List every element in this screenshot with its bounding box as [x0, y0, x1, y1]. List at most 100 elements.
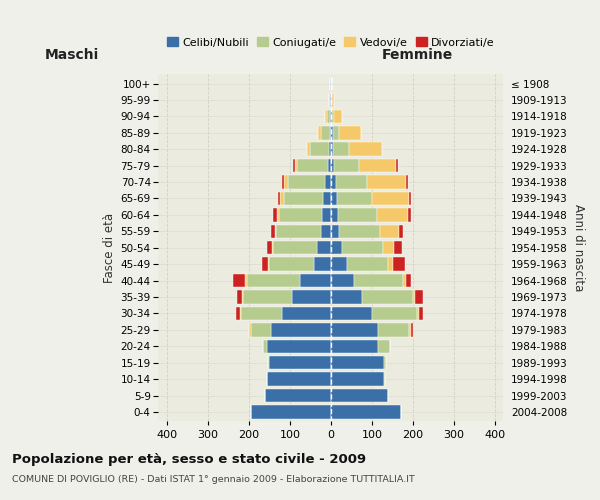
- Bar: [333, 142, 349, 156]
- Bar: [331, 405, 401, 418]
- Bar: [279, 208, 322, 222]
- Bar: [276, 224, 321, 238]
- Bar: [267, 372, 331, 386]
- Bar: [288, 176, 325, 189]
- Bar: [331, 372, 385, 386]
- Bar: [280, 192, 284, 205]
- Bar: [265, 389, 331, 402]
- Text: Femmine: Femmine: [382, 48, 453, 62]
- Bar: [267, 241, 272, 254]
- Bar: [331, 356, 385, 370]
- Bar: [331, 290, 362, 304]
- Bar: [328, 159, 331, 172]
- Bar: [409, 323, 411, 336]
- Bar: [247, 274, 300, 287]
- Bar: [359, 159, 396, 172]
- Bar: [317, 241, 331, 254]
- Bar: [392, 258, 405, 271]
- Bar: [417, 306, 419, 320]
- Bar: [323, 192, 331, 205]
- Bar: [331, 274, 353, 287]
- Bar: [413, 290, 415, 304]
- Bar: [274, 241, 317, 254]
- Bar: [403, 274, 406, 287]
- Bar: [406, 176, 408, 189]
- Bar: [419, 306, 422, 320]
- Legend: Celibi/Nubili, Coniugati/e, Vedovi/e, Divorziati/e: Celibi/Nubili, Coniugati/e, Vedovi/e, Di…: [165, 35, 497, 50]
- Bar: [310, 142, 329, 156]
- Bar: [325, 110, 327, 123]
- Bar: [331, 306, 372, 320]
- Bar: [380, 224, 398, 238]
- Bar: [292, 290, 331, 304]
- Bar: [338, 208, 377, 222]
- Bar: [408, 208, 412, 222]
- Bar: [339, 224, 380, 238]
- Bar: [377, 208, 408, 222]
- Bar: [353, 274, 403, 287]
- Bar: [331, 126, 332, 140]
- Bar: [331, 224, 339, 238]
- Bar: [331, 159, 334, 172]
- Bar: [263, 340, 267, 353]
- Bar: [337, 192, 372, 205]
- Bar: [372, 306, 417, 320]
- Bar: [269, 258, 314, 271]
- Bar: [332, 110, 334, 123]
- Bar: [378, 323, 409, 336]
- Bar: [339, 126, 361, 140]
- Bar: [278, 192, 280, 205]
- Bar: [274, 208, 277, 222]
- Bar: [245, 274, 247, 287]
- Bar: [251, 323, 271, 336]
- Bar: [396, 159, 398, 172]
- Bar: [268, 356, 269, 370]
- Bar: [314, 258, 331, 271]
- Bar: [385, 356, 386, 370]
- Bar: [406, 274, 411, 287]
- Bar: [332, 126, 339, 140]
- Text: Popolazione per età, sesso e stato civile - 2009: Popolazione per età, sesso e stato civil…: [12, 452, 366, 466]
- Y-axis label: Anni di nascita: Anni di nascita: [572, 204, 585, 292]
- Bar: [378, 340, 391, 353]
- Bar: [268, 258, 269, 271]
- Bar: [409, 192, 411, 205]
- Bar: [267, 340, 331, 353]
- Bar: [283, 176, 284, 189]
- Bar: [277, 208, 279, 222]
- Bar: [241, 306, 281, 320]
- Bar: [295, 159, 297, 172]
- Bar: [275, 224, 276, 238]
- Bar: [271, 224, 275, 238]
- Bar: [415, 290, 424, 304]
- Bar: [237, 290, 242, 304]
- Bar: [249, 323, 251, 336]
- Bar: [307, 142, 310, 156]
- Bar: [372, 192, 409, 205]
- Bar: [331, 176, 336, 189]
- Bar: [349, 142, 382, 156]
- Bar: [293, 159, 295, 172]
- Bar: [388, 258, 392, 271]
- Bar: [318, 126, 322, 140]
- Bar: [271, 323, 331, 336]
- Bar: [251, 405, 331, 418]
- Bar: [332, 93, 334, 106]
- Text: COMUNE DI POVIGLIO (RE) - Dati ISTAT 1° gennaio 2009 - Elaborazione TUTTITALIA.I: COMUNE DI POVIGLIO (RE) - Dati ISTAT 1° …: [12, 475, 415, 484]
- Bar: [383, 241, 394, 254]
- Bar: [329, 142, 331, 156]
- Bar: [343, 241, 383, 254]
- Bar: [362, 290, 413, 304]
- Bar: [331, 110, 332, 123]
- Bar: [325, 176, 331, 189]
- Bar: [242, 290, 292, 304]
- Bar: [331, 340, 378, 353]
- Bar: [331, 389, 388, 402]
- Bar: [334, 159, 359, 172]
- Bar: [411, 323, 413, 336]
- Bar: [284, 176, 288, 189]
- Y-axis label: Fasce di età: Fasce di età: [103, 212, 116, 283]
- Bar: [331, 142, 333, 156]
- Bar: [300, 274, 331, 287]
- Bar: [233, 274, 245, 287]
